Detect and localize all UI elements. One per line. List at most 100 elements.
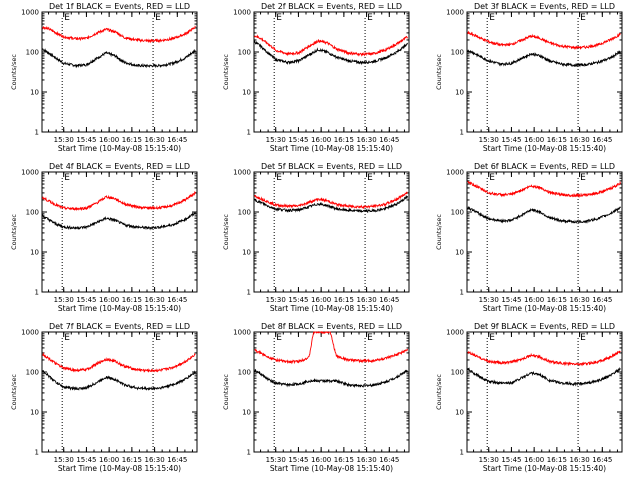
y-tick-label: 10 (242, 89, 251, 97)
y-tick-label: 1000 (446, 329, 464, 337)
x-tick-label: 16:00 (99, 136, 119, 144)
x-axis-label: Start Time (10-May-08 15:15:40) (483, 304, 606, 313)
panel-det-2: Det 2f BLACK = Events, RED = LLD 1 10 100 10… (222, 2, 410, 153)
y-tick-label: 1000 (446, 169, 464, 177)
x-tick-label: 15:30 (266, 296, 286, 304)
panel-det-6: Det 6f BLACK = Events, RED = LLD 1 10 100 10… (435, 162, 623, 313)
event-marker-label: E (155, 173, 161, 183)
y-tick-label: 1 (460, 449, 464, 457)
plot-frame (41, 11, 198, 133)
x-axis-label: Start Time (10-May-08 15:15:40) (58, 144, 181, 153)
series-line-events (254, 39, 408, 66)
y-axis-label: Counts/sec (10, 54, 18, 90)
y-tick-label: 100 (238, 209, 251, 217)
y-tick-label: 1 (247, 129, 251, 137)
x-tick-label: 16:45 (167, 296, 187, 304)
panel-title: Det 6f BLACK = Events, RED = LLD (474, 162, 615, 171)
plot-frame (253, 331, 410, 453)
x-tick-label: 16:30 (144, 136, 164, 144)
x-tick-label: 16:00 (524, 296, 544, 304)
event-marker-label: E (580, 173, 586, 183)
y-axis-label: Counts/sec (435, 214, 443, 250)
x-tick-label: 15:45 (76, 136, 96, 144)
panel-title: Det 4f BLACK = Events, RED = LLD (49, 162, 190, 171)
panel-title: Det 7f BLACK = Events, RED = LLD (49, 322, 190, 331)
x-tick-label: 16:15 (547, 136, 567, 144)
y-tick-label: 1 (460, 289, 464, 297)
x-tick-label: 16:15 (122, 136, 142, 144)
series-line-lld (467, 350, 621, 367)
x-tick-label: 15:30 (266, 456, 286, 464)
event-marker-label: E (64, 333, 70, 343)
panel-title: Det 2f BLACK = Events, RED = LLD (261, 2, 402, 11)
event-marker-label: E (64, 13, 70, 23)
y-tick-label: 10 (30, 89, 39, 97)
x-tick-label: 16:15 (547, 296, 567, 304)
y-tick-label: 1 (35, 449, 39, 457)
series-line-lld (254, 191, 408, 210)
series-line-events (254, 194, 408, 214)
series-line-lld (467, 30, 621, 51)
x-tick-label: 16:00 (311, 456, 331, 464)
x-tick-label: 16:30 (144, 296, 164, 304)
event-marker-label: E (155, 13, 161, 23)
panel-det-7: Det 7f BLACK = Events, RED = LLD 1 10 100 10… (10, 322, 198, 473)
x-tick-label: 16:15 (334, 296, 354, 304)
event-marker-label: E (489, 173, 495, 183)
event-marker-label: E (64, 173, 70, 183)
series-line-events (467, 367, 621, 387)
x-tick-label: 16:30 (569, 296, 589, 304)
y-tick-label: 10 (242, 409, 251, 417)
series-line-events (254, 368, 408, 389)
x-tick-label: 15:30 (54, 296, 74, 304)
panel-title: Det 8f BLACK = Events, RED = LLD (261, 322, 402, 331)
panel-det-5: Det 5f BLACK = Events, RED = LLD 1 10 100 10… (222, 162, 410, 313)
x-tick-label: 15:45 (288, 136, 308, 144)
x-tick-label: 16:00 (524, 136, 544, 144)
y-tick-label: 100 (26, 49, 39, 57)
series-line-lld (42, 352, 196, 373)
x-axis-label: Start Time (10-May-08 15:15:40) (483, 464, 606, 473)
x-tick-label: 16:45 (379, 456, 399, 464)
x-tick-label: 15:30 (479, 136, 499, 144)
x-tick-label: 16:15 (334, 456, 354, 464)
y-tick-label: 10 (455, 249, 464, 257)
x-tick-label: 15:30 (54, 456, 74, 464)
x-tick-label: 16:45 (379, 136, 399, 144)
event-marker-label: E (155, 333, 161, 343)
panel-det-3: Det 3f BLACK = Events, RED = LLD 1 10 100 10… (435, 2, 623, 153)
panel-det-1: Det 1f BLACK = Events, RED = LLD 1 10 100 10… (10, 2, 198, 153)
x-axis-label: Start Time (10-May-08 15:15:40) (58, 464, 181, 473)
event-marker-label: E (276, 173, 282, 183)
y-tick-label: 1 (460, 129, 464, 137)
plot-frame (41, 171, 198, 293)
x-tick-label: 16:45 (592, 456, 612, 464)
y-axis-label: Counts/sec (10, 374, 18, 410)
x-tick-label: 15:45 (501, 136, 521, 144)
y-tick-label: 10 (455, 89, 464, 97)
y-tick-label: 1 (247, 449, 251, 457)
x-tick-label: 15:45 (288, 296, 308, 304)
x-tick-label: 16:00 (311, 296, 331, 304)
event-marker-label: E (276, 333, 282, 343)
x-tick-label: 16:30 (569, 456, 589, 464)
x-axis-label: Start Time (10-May-08 15:15:40) (58, 304, 181, 313)
y-axis-label: Counts/sec (222, 214, 230, 250)
x-tick-label: 16:30 (356, 456, 376, 464)
x-tick-label: 16:30 (569, 136, 589, 144)
event-marker-label: E (580, 13, 586, 23)
y-tick-label: 100 (26, 209, 39, 217)
x-tick-label: 16:45 (592, 296, 612, 304)
y-tick-label: 1 (247, 289, 251, 297)
panel-det-4: Det 4f BLACK = Events, RED = LLD 1 10 100 10… (10, 162, 198, 313)
y-tick-label: 10 (455, 409, 464, 417)
plot-frame (253, 11, 410, 133)
series-line-events (42, 48, 196, 69)
series-line-events (467, 49, 621, 68)
x-axis-label: Start Time (10-May-08 15:15:40) (483, 144, 606, 153)
y-tick-label: 100 (238, 369, 251, 377)
y-axis-label: Counts/sec (435, 54, 443, 90)
series-line-events (42, 369, 196, 391)
y-tick-label: 1000 (21, 9, 39, 17)
